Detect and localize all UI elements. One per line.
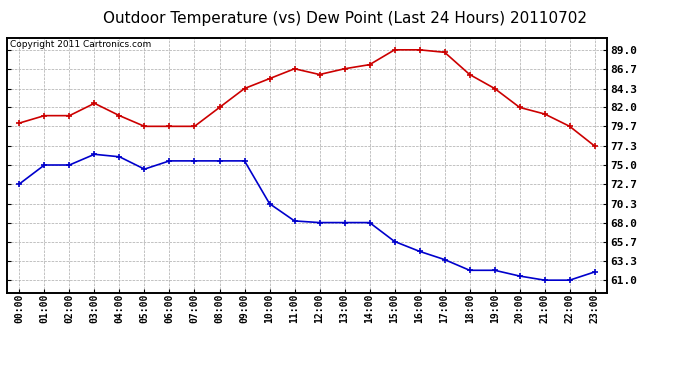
Text: Copyright 2011 Cartronics.com: Copyright 2011 Cartronics.com [10,40,151,49]
Text: Outdoor Temperature (vs) Dew Point (Last 24 Hours) 20110702: Outdoor Temperature (vs) Dew Point (Last… [103,11,587,26]
